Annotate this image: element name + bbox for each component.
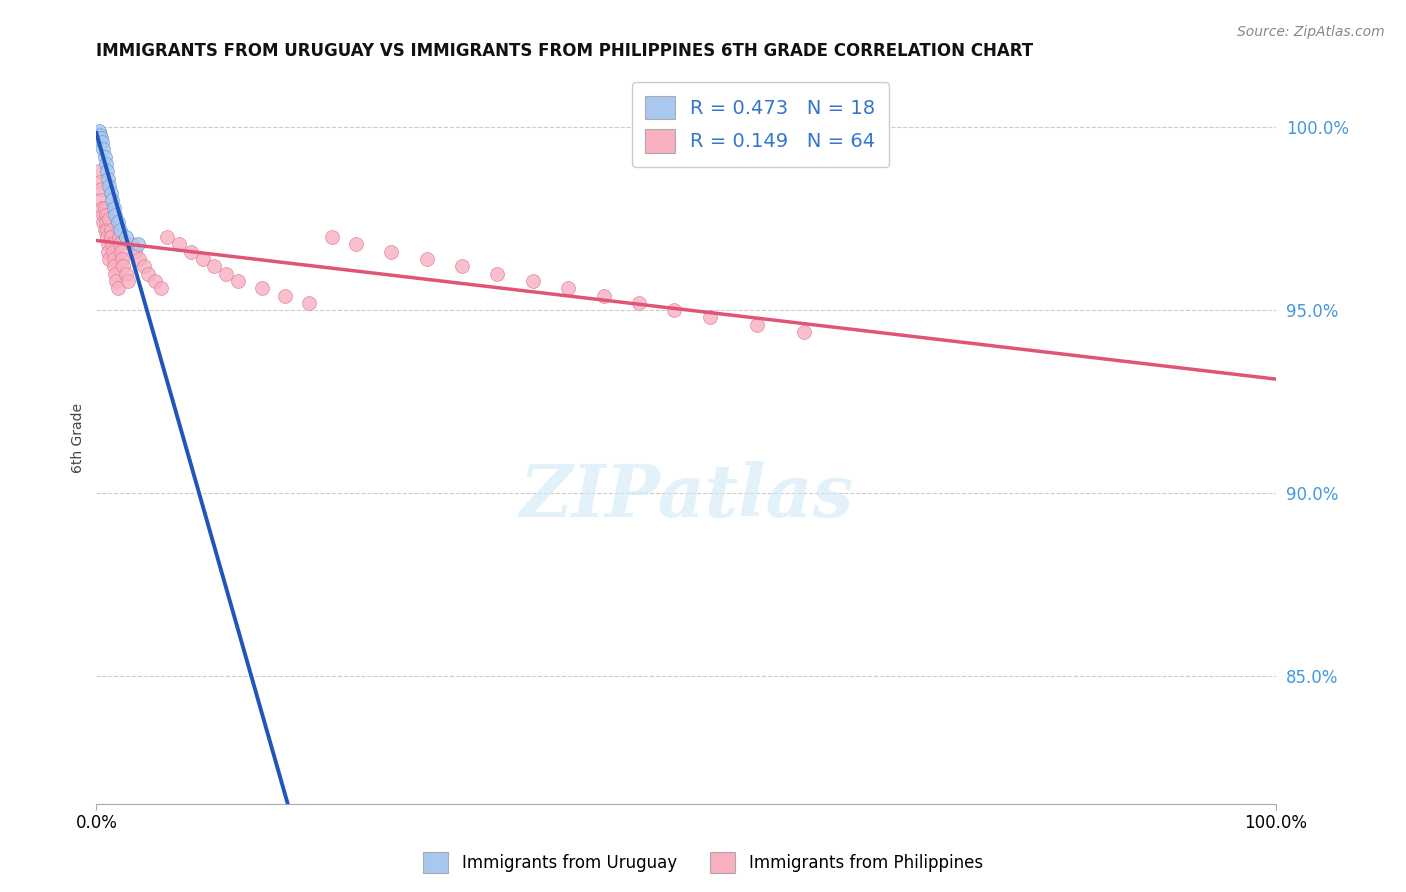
- Point: [96, 164, 118, 178]
- Point: [101, 244, 124, 259]
- Point: [127, 237, 149, 252]
- Point: [451, 260, 474, 274]
- Point: [108, 223, 131, 237]
- Point: [100, 223, 122, 237]
- Point: [111, 252, 134, 266]
- Point: [89, 128, 111, 142]
- Point: [91, 201, 114, 215]
- Point: [110, 244, 132, 259]
- Point: [103, 201, 125, 215]
- Point: [96, 230, 118, 244]
- Point: [107, 230, 129, 244]
- Point: [128, 252, 150, 266]
- Point: [93, 223, 115, 237]
- Point: [107, 215, 129, 229]
- Point: [522, 274, 544, 288]
- Point: [100, 194, 122, 208]
- Text: ZIPatlas: ZIPatlas: [519, 461, 853, 533]
- Legend: Immigrants from Uruguay, Immigrants from Philippines: Immigrants from Uruguay, Immigrants from…: [416, 846, 990, 880]
- Point: [90, 131, 112, 145]
- Point: [108, 237, 131, 252]
- Point: [107, 281, 129, 295]
- Point: [298, 296, 321, 310]
- Point: [132, 260, 155, 274]
- Point: [592, 288, 614, 302]
- Point: [557, 281, 579, 295]
- Point: [98, 252, 121, 266]
- Point: [89, 175, 111, 189]
- Point: [628, 296, 651, 310]
- Point: [136, 267, 159, 281]
- Point: [94, 215, 117, 229]
- Point: [115, 230, 138, 244]
- Point: [93, 142, 115, 156]
- Point: [793, 325, 815, 339]
- Y-axis label: 6th Grade: 6th Grade: [72, 403, 86, 473]
- Point: [321, 230, 343, 244]
- Point: [250, 281, 273, 295]
- Point: [415, 252, 437, 266]
- Point: [90, 194, 112, 208]
- Point: [90, 182, 112, 196]
- Point: [94, 208, 117, 222]
- Point: [98, 211, 121, 226]
- Point: [93, 215, 115, 229]
- Point: [143, 274, 166, 288]
- Point: [97, 171, 120, 186]
- Point: [344, 237, 367, 252]
- Point: [699, 310, 721, 325]
- Point: [103, 252, 125, 266]
- Point: [105, 274, 128, 288]
- Point: [96, 223, 118, 237]
- Point: [87, 124, 110, 138]
- Point: [117, 274, 139, 288]
- Point: [93, 201, 115, 215]
- Point: [87, 164, 110, 178]
- Text: IMMIGRANTS FROM URUGUAY VS IMMIGRANTS FROM PHILIPPINES 6TH GRADE CORRELATION CHA: IMMIGRANTS FROM URUGUAY VS IMMIGRANTS FR…: [97, 42, 1033, 60]
- Point: [97, 237, 120, 252]
- Point: [104, 208, 127, 222]
- Point: [115, 267, 138, 281]
- Point: [97, 244, 120, 259]
- Point: [150, 281, 173, 295]
- Point: [93, 150, 115, 164]
- Point: [274, 288, 297, 302]
- Point: [180, 244, 202, 259]
- Point: [167, 237, 190, 252]
- Point: [745, 318, 768, 332]
- Point: [215, 267, 238, 281]
- Point: [121, 237, 143, 252]
- Point: [191, 252, 214, 266]
- Point: [124, 244, 146, 259]
- Point: [100, 237, 122, 252]
- Point: [100, 230, 122, 244]
- Point: [486, 267, 509, 281]
- Point: [226, 274, 249, 288]
- Point: [91, 135, 114, 149]
- Point: [103, 260, 125, 274]
- Point: [100, 186, 122, 201]
- Point: [94, 157, 117, 171]
- Point: [380, 244, 402, 259]
- Text: Source: ZipAtlas.com: Source: ZipAtlas.com: [1237, 25, 1385, 39]
- Point: [664, 303, 686, 318]
- Point: [202, 260, 225, 274]
- Point: [98, 178, 121, 193]
- Point: [93, 208, 115, 222]
- Point: [156, 230, 179, 244]
- Point: [104, 267, 127, 281]
- Point: [112, 260, 135, 274]
- Legend: R = 0.473   N = 18, R = 0.149   N = 64: R = 0.473 N = 18, R = 0.149 N = 64: [631, 82, 889, 167]
